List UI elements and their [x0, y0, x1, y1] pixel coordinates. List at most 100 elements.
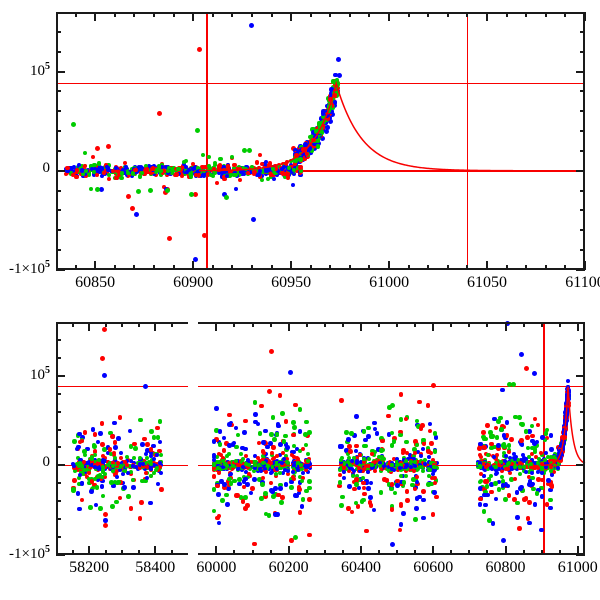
- data-point-baseline: [170, 168, 175, 174]
- data-point-blue-band: [419, 453, 424, 458]
- data-point-red-band: [347, 469, 352, 474]
- data-point-red-band: [389, 470, 394, 475]
- data-point-blue-band: [385, 464, 390, 469]
- x-tick-minor: [466, 12, 469, 17]
- data-point-green-band: [154, 468, 159, 473]
- y-tick-minor: [56, 338, 61, 341]
- data-point-blue-band: [483, 502, 488, 508]
- data-point-baseline: [142, 172, 147, 177]
- data-point-red-band: [351, 486, 357, 492]
- data-point-green-band: [72, 438, 77, 444]
- data-point-rise: [332, 100, 338, 105]
- data-point-blue-band: [85, 446, 91, 452]
- data-point-red-band: [354, 443, 359, 449]
- data-point-green-band: [215, 454, 220, 459]
- data-point-rise: [311, 127, 317, 132]
- data-point-baseline: [166, 171, 171, 176]
- data-point-baseline: [238, 169, 244, 174]
- data-point-baseline: [222, 170, 227, 175]
- data-point-green-band: [221, 459, 226, 464]
- data-point-green-band: [303, 442, 309, 448]
- data-point-blue-band: [509, 465, 514, 470]
- x-tick-minor: [170, 322, 173, 327]
- data-point-red-band: [535, 422, 541, 428]
- data-point-red-band: [100, 441, 106, 447]
- data-point-red-band: [280, 495, 286, 501]
- data-point-green-band: [389, 430, 395, 436]
- y-tick-major: [576, 554, 585, 556]
- y-tick-minor: [580, 149, 585, 152]
- data-point-blue-band: [352, 468, 357, 473]
- data-point-rise: [332, 72, 338, 78]
- data-point-red-band: [389, 507, 395, 512]
- data-point-baseline: [225, 166, 231, 171]
- data-point-blue-band: [485, 492, 490, 498]
- data-point-green-band: [271, 494, 276, 499]
- data-point-red-band: [376, 458, 381, 463]
- y-tick-minor: [56, 536, 61, 539]
- x-tick-minor: [250, 12, 253, 17]
- data-point-red-band: [261, 456, 266, 461]
- data-point-blue-band: [272, 486, 278, 492]
- data-point-green-band: [432, 449, 438, 455]
- x-tick-minor: [309, 265, 312, 270]
- data-point-blue-band: [404, 460, 409, 465]
- y-tick-minor: [56, 209, 61, 212]
- data-point-green-band: [516, 457, 521, 462]
- y-tick-major: [576, 374, 585, 377]
- data-point-red-band: [506, 493, 512, 498]
- data-point-baseline: [274, 166, 279, 171]
- data-point-red-band: [544, 502, 550, 508]
- data-point-red-band: [527, 500, 532, 506]
- data-point-green-band: [397, 432, 403, 438]
- data-point-baseline: [190, 166, 196, 172]
- y-tick-minor: [56, 90, 61, 93]
- data-point-red-band: [241, 484, 247, 490]
- data-point-red-band: [372, 468, 377, 473]
- data-point-red-band: [289, 452, 294, 457]
- plot-frame: [198, 322, 585, 555]
- data-point-green-band: [398, 416, 404, 422]
- y-tick-minor: [56, 482, 61, 485]
- data-point-baseline: [261, 169, 266, 174]
- data-point-green-band: [149, 458, 154, 463]
- data-point-blue-band: [504, 420, 510, 425]
- data-point-green-band: [378, 463, 383, 468]
- data-point-blue-band: [432, 490, 437, 495]
- data-point-green-band: [270, 415, 276, 420]
- x-tick-minor: [544, 12, 547, 17]
- data-point-green-band: [496, 487, 502, 492]
- data-point-green-band: [477, 479, 483, 485]
- data-point-green-band: [361, 476, 366, 481]
- data-point-blue-band: [221, 192, 227, 198]
- data-point-blue-band: [478, 441, 483, 447]
- data-point-red-band: [404, 489, 410, 494]
- x-tick-major: [215, 322, 218, 331]
- data-point-green-band: [483, 436, 488, 442]
- data-point-blue-band: [284, 445, 290, 451]
- data-point-blue-band: [501, 433, 507, 438]
- data-point-red-band: [399, 460, 404, 465]
- data-point-blue-band: [292, 463, 297, 468]
- data-point-blue-band: [263, 451, 268, 456]
- data-point-blue-band: [407, 452, 412, 457]
- data-point-green-band: [303, 419, 309, 425]
- data-point-rise: [334, 90, 339, 96]
- data-point-baseline: [254, 160, 259, 165]
- data-point-blue-band: [534, 461, 539, 466]
- data-point-blue-band: [138, 463, 143, 468]
- data-point-green-band: [414, 442, 420, 448]
- data-point-green-band: [344, 430, 349, 435]
- x-tick-minor: [427, 12, 430, 17]
- data-point-baseline: [125, 170, 130, 176]
- data-point-blue-band: [224, 502, 230, 507]
- data-point-green-band: [269, 453, 274, 458]
- data-point-green-band: [404, 473, 409, 478]
- data-point-green-band: [517, 464, 522, 469]
- x-tick-major: [584, 12, 586, 21]
- data-point-blue-band: [128, 459, 133, 464]
- data-point-blue-band: [478, 486, 483, 491]
- data-point-red-band: [79, 497, 85, 503]
- x-tick-minor: [348, 12, 351, 17]
- data-point-red-band: [276, 492, 281, 498]
